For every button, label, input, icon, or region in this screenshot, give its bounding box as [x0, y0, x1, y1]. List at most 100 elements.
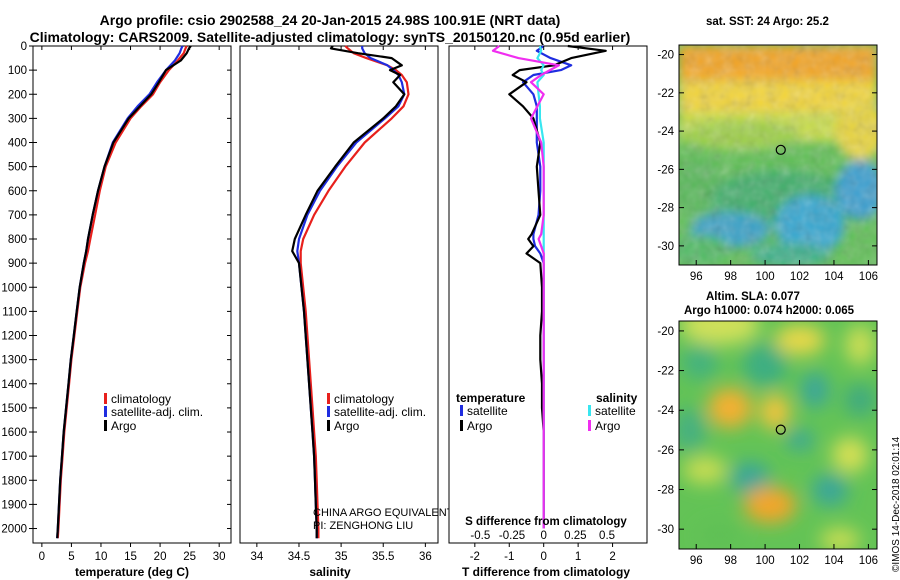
sla-argo-marker: [775, 424, 786, 435]
map-x-tick-label: 98: [724, 271, 737, 283]
depth-tick-label: 900: [8, 258, 27, 270]
x-tick-label: 25: [183, 551, 196, 563]
sst-map: 96 98 100 102 104 106 -20 -22 -24 -26 -28 -30: [657, 44, 878, 283]
legend-label-s-argo: Argo: [595, 419, 621, 433]
depth-tick-label: 1500: [1, 403, 27, 415]
map-y-tick-label: -24: [657, 126, 674, 138]
figure-title-line-1: Argo profile: csio 2902588_24 20-Jan-201…: [99, 12, 561, 28]
series-line-argo: [56, 45, 192, 539]
legend-label-t-argo: Argo: [467, 419, 493, 433]
depth-tick-label: 1400: [1, 379, 27, 391]
temperature-panel: 0 5 10 15 20 25 30 010020030040050060070080090…: [1, 41, 647, 579]
legend-swatch-t-satellite: [460, 405, 463, 416]
legend-label-argo: Argo: [334, 419, 360, 433]
salinity-xticks: 34 34.5 35 35.5 36: [250, 46, 432, 563]
series-line-s-argo: [491, 45, 561, 529]
depth-tick-label: 400: [8, 138, 27, 150]
s-diff-tick-label: 0: [540, 530, 546, 542]
depth-tick-label: 300: [8, 113, 27, 125]
legend-swatch-climatology: [327, 393, 330, 404]
difference-lines: [491, 44, 607, 529]
s-diff-tick-label: 0.5: [599, 530, 615, 542]
difference-panel: -2 -1 0 1 2 -0.5 -0.25 0 0.25 0.5 S difference f…: [448, 44, 648, 579]
x-tick-label: 5: [68, 551, 74, 563]
s-difference-label: S difference from climatology: [465, 516, 627, 528]
difference-xticks: -2 -1 0 1 2: [470, 46, 616, 563]
legend-swatch-argo: [327, 420, 330, 431]
depth-tick-label: 1800: [1, 475, 27, 487]
x-tick-label: 20: [154, 551, 167, 563]
legend-label-s-satellite: satellite: [595, 404, 636, 418]
map-y-tick-label: -28: [657, 203, 674, 215]
sla-map-yticks: -20 -22 -24 -26 -28 -30: [657, 326, 877, 536]
x-tick-label: 1: [575, 551, 581, 563]
legend-swatch-t-argo: [460, 420, 463, 431]
sst-map-frame: [678, 44, 878, 266]
map-y-tick-label: -28: [657, 485, 674, 497]
map-x-tick-label: 96: [690, 271, 703, 283]
map-y-tick-label: -20: [657, 50, 674, 62]
map-x-tick-label: 98: [724, 555, 737, 567]
sla-map-title-line-2: Argo h1000: 0.074 h2000: 0.065: [684, 305, 855, 317]
x-tick-label: 34: [250, 551, 263, 563]
map-y-tick-label: -20: [657, 326, 674, 338]
x-tick-label: -1: [504, 551, 514, 563]
temperature-lines: [56, 45, 192, 539]
depth-tick-label: 1300: [1, 355, 27, 367]
x-tick-label: 10: [95, 551, 108, 563]
depth-tick-label: 100: [8, 65, 27, 77]
depth-tick-label: 2000: [1, 524, 27, 536]
x-tick-label: 0: [540, 551, 546, 563]
depth-tick-label: 1700: [1, 451, 27, 463]
depth-tick-label: 200: [8, 89, 27, 101]
sst-map-xticks: 96 98 100 102 104 106: [690, 260, 878, 283]
map-x-tick-label: 102: [790, 271, 809, 283]
depth-tick-label: 1900: [1, 499, 27, 511]
s-diff-tick-label: -0.5: [470, 530, 490, 542]
legend-label-argo: Argo: [111, 419, 137, 433]
depth-tick-label: 1600: [1, 427, 27, 439]
x-tick-label: 15: [124, 551, 137, 563]
difference-axes-frame: [448, 45, 648, 544]
salinity-axes-frame: [239, 45, 439, 544]
figure-title-line-2: Climatology: CARS2009. Satellite-adjuste…: [29, 29, 631, 45]
legend-swatch-s-satellite: [588, 405, 591, 416]
depth-tick-label: 800: [8, 234, 27, 246]
legend-label-climatology: climatology: [334, 392, 394, 406]
sst-map-yticks: -20 -22 -24 -26 -28 -30: [657, 50, 877, 253]
temperature-legend: climatology satellite-adj. clim. Argo: [104, 392, 203, 433]
t-difference-xlabel: T difference from climatology: [462, 565, 630, 579]
map-x-tick-label: 104: [824, 555, 844, 567]
legend-swatch-satellite-adj: [327, 406, 330, 417]
sla-map-frame: [678, 320, 878, 550]
pi-institution-text: CHINA ARGO EQUIVALENT: [313, 507, 454, 519]
x-tick-label: 0: [39, 551, 45, 563]
depth-tick-label: 1100: [2, 306, 27, 318]
legend-title-temperature: temperature: [456, 391, 526, 405]
map-x-tick-label: 104: [824, 271, 844, 283]
temperature-xlabel: temperature (deg C): [75, 565, 189, 579]
s-diff-tick-label: -0.25: [499, 530, 525, 542]
legend-title-salinity: salinity: [596, 391, 638, 405]
legend-label-climatology: climatology: [111, 392, 171, 406]
sst-map-title: sat. SST: 24 Argo: 25.2: [706, 16, 829, 28]
depth-tick-label: 700: [8, 210, 27, 222]
difference-top-ticks: -0.5 -0.25 0 0.25 0.5: [470, 530, 615, 542]
salinity-lines: [291, 45, 410, 539]
depth-tick-label: 0: [21, 41, 27, 53]
map-x-tick-label: 96: [690, 555, 703, 567]
sst-argo-marker: [775, 144, 786, 155]
x-tick-label: 36: [419, 551, 432, 563]
map-y-tick-label: -26: [657, 164, 674, 176]
temperature-xticks: 0 5 10 15 20 25 30: [39, 46, 226, 563]
temperature-axes-frame: [32, 45, 232, 544]
salinity-legend: climatology satellite-adj. clim. Argo: [327, 392, 426, 433]
map-x-tick-label: 106: [859, 555, 878, 567]
map-x-tick-label: 100: [755, 555, 774, 567]
series-line-t-argo: [508, 44, 607, 529]
depth-tick-label: 1000: [1, 282, 27, 294]
sla-map-xticks: 96 98 100 102 104 106: [690, 544, 878, 567]
legend-label-satellite-adj: satellite-adj. clim.: [111, 405, 203, 419]
sla-map-title-line-1: Altim. SLA: 0.077: [706, 291, 800, 303]
